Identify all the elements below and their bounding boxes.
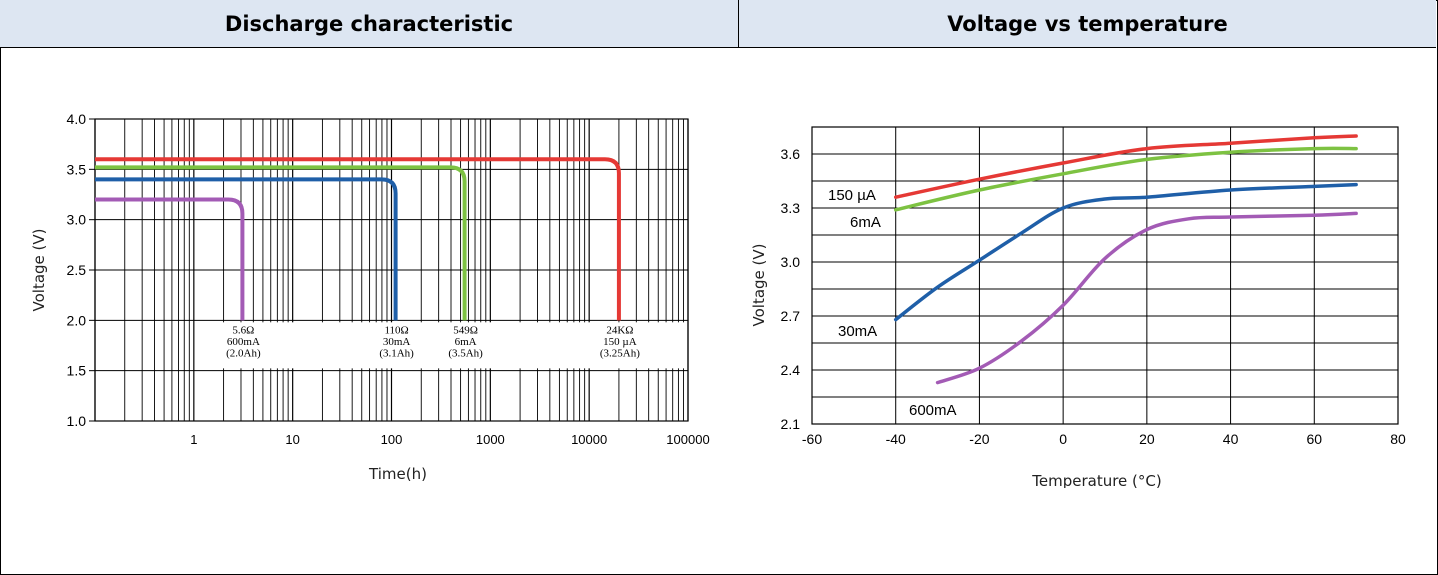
y-tick-label: 1.5 [67, 363, 87, 379]
x-tick-label: 10000 [571, 432, 607, 447]
discharge-series-line [95, 157, 621, 321]
temperature-series-line [935, 211, 1358, 385]
temperature-series-label: 150 µA [828, 187, 876, 204]
y-tick-label: 3.6 [781, 146, 801, 162]
x-tick-label: 60 [1306, 431, 1322, 447]
temperature-series-label: 6mA [850, 214, 881, 231]
voltage-temperature-chart: 2.1 2.4 2.7 3.0 3.3 3.6 -60 -40 -20 0 20 40 60 80 Temp… [750, 126, 1406, 488]
x-tick-label: -40 [886, 431, 906, 447]
y-tick-label: 1.0 [67, 413, 87, 429]
y-tick-label: 3.0 [781, 254, 801, 270]
x-axis-title: Temperature (°C) [1031, 472, 1161, 488]
x-tick-label: 100000 [666, 432, 709, 447]
discharge-series-label: (3.25Ah) [600, 347, 640, 359]
y-tick-label: 2.4 [781, 362, 801, 378]
discharge-series-label: 150 µA [603, 336, 637, 348]
discharge-series-label: 600mA [227, 336, 260, 348]
y-tick-label: 2.5 [67, 262, 87, 278]
x-tick-label: 1 [190, 432, 197, 447]
discharge-series-label: (3.5Ah) [448, 347, 483, 359]
discharge-series-label: 6mA [455, 336, 477, 348]
discharge-series-label: (3.1Ah) [379, 347, 414, 359]
temperature-plot-border [811, 126, 1399, 425]
discharge-series-label: 5.6Ω [232, 324, 254, 336]
discharge-series-label: 24KΩ [606, 324, 633, 336]
x-tick-label: -60 [802, 431, 822, 447]
temperature-series-line [893, 182, 1358, 322]
temperature-series-line [893, 146, 1358, 212]
temperature-series-label: 600mA [909, 402, 957, 419]
x-tick-label: 80 [1390, 431, 1406, 447]
discharge-series-label: (2.0Ah) [226, 347, 261, 359]
x-axis-title: Time(h) [368, 465, 427, 483]
discharge-series-line [95, 177, 398, 321]
x-tick-label: 40 [1223, 431, 1239, 447]
series-label-background [826, 185, 894, 204]
discharge-series-label: 110Ω [384, 324, 408, 336]
y-tick-label: 3.0 [67, 212, 87, 228]
discharge-grid [94, 118, 689, 422]
y-axis-title: Voltage (V) [30, 229, 48, 312]
discharge-series-label: 549Ω [453, 324, 478, 336]
x-tick-label: 20 [1139, 431, 1155, 447]
x-tick-label: 100 [381, 432, 403, 447]
series-label-background [834, 321, 894, 340]
y-tick-label: 3.5 [67, 161, 87, 177]
series-label-background [838, 212, 894, 231]
x-tick-label: 0 [1059, 431, 1067, 447]
header-discharge-title: Discharge characteristic [224, 11, 514, 36]
y-tick-label: 2.0 [67, 312, 87, 328]
discharge-chart: 1.0 1.5 2.0 2.5 3.0 3.5 4.0 1 10 100 1000 10000 1000… [30, 111, 710, 483]
discharge-series-line [95, 197, 245, 321]
temperature-series-line [893, 134, 1358, 199]
temperature-grid [812, 127, 1398, 424]
discharge-series-line [95, 165, 467, 321]
header-discharge: Discharge characteristic [0, 0, 739, 48]
x-tick-label: 10 [285, 432, 299, 447]
y-tick-label: 2.1 [781, 416, 801, 432]
y-axis-title: Voltage (V) [750, 244, 768, 327]
temperature-series-label: 30mA [838, 323, 877, 340]
y-tick-label: 2.7 [781, 308, 801, 324]
series-label-background [905, 400, 977, 419]
y-tick-label: 3.3 [781, 200, 801, 216]
header-voltage-temp: Voltage vs temperature [739, 0, 1436, 48]
discharge-series-label: 30mA [383, 336, 411, 348]
x-tick-label: -20 [969, 431, 989, 447]
y-tick-label: 4.0 [67, 111, 87, 127]
x-tick-label: 1000 [476, 432, 505, 447]
annotation-band [222, 322, 684, 369]
header-voltage-temp-title: Voltage vs temperature [947, 11, 1228, 36]
